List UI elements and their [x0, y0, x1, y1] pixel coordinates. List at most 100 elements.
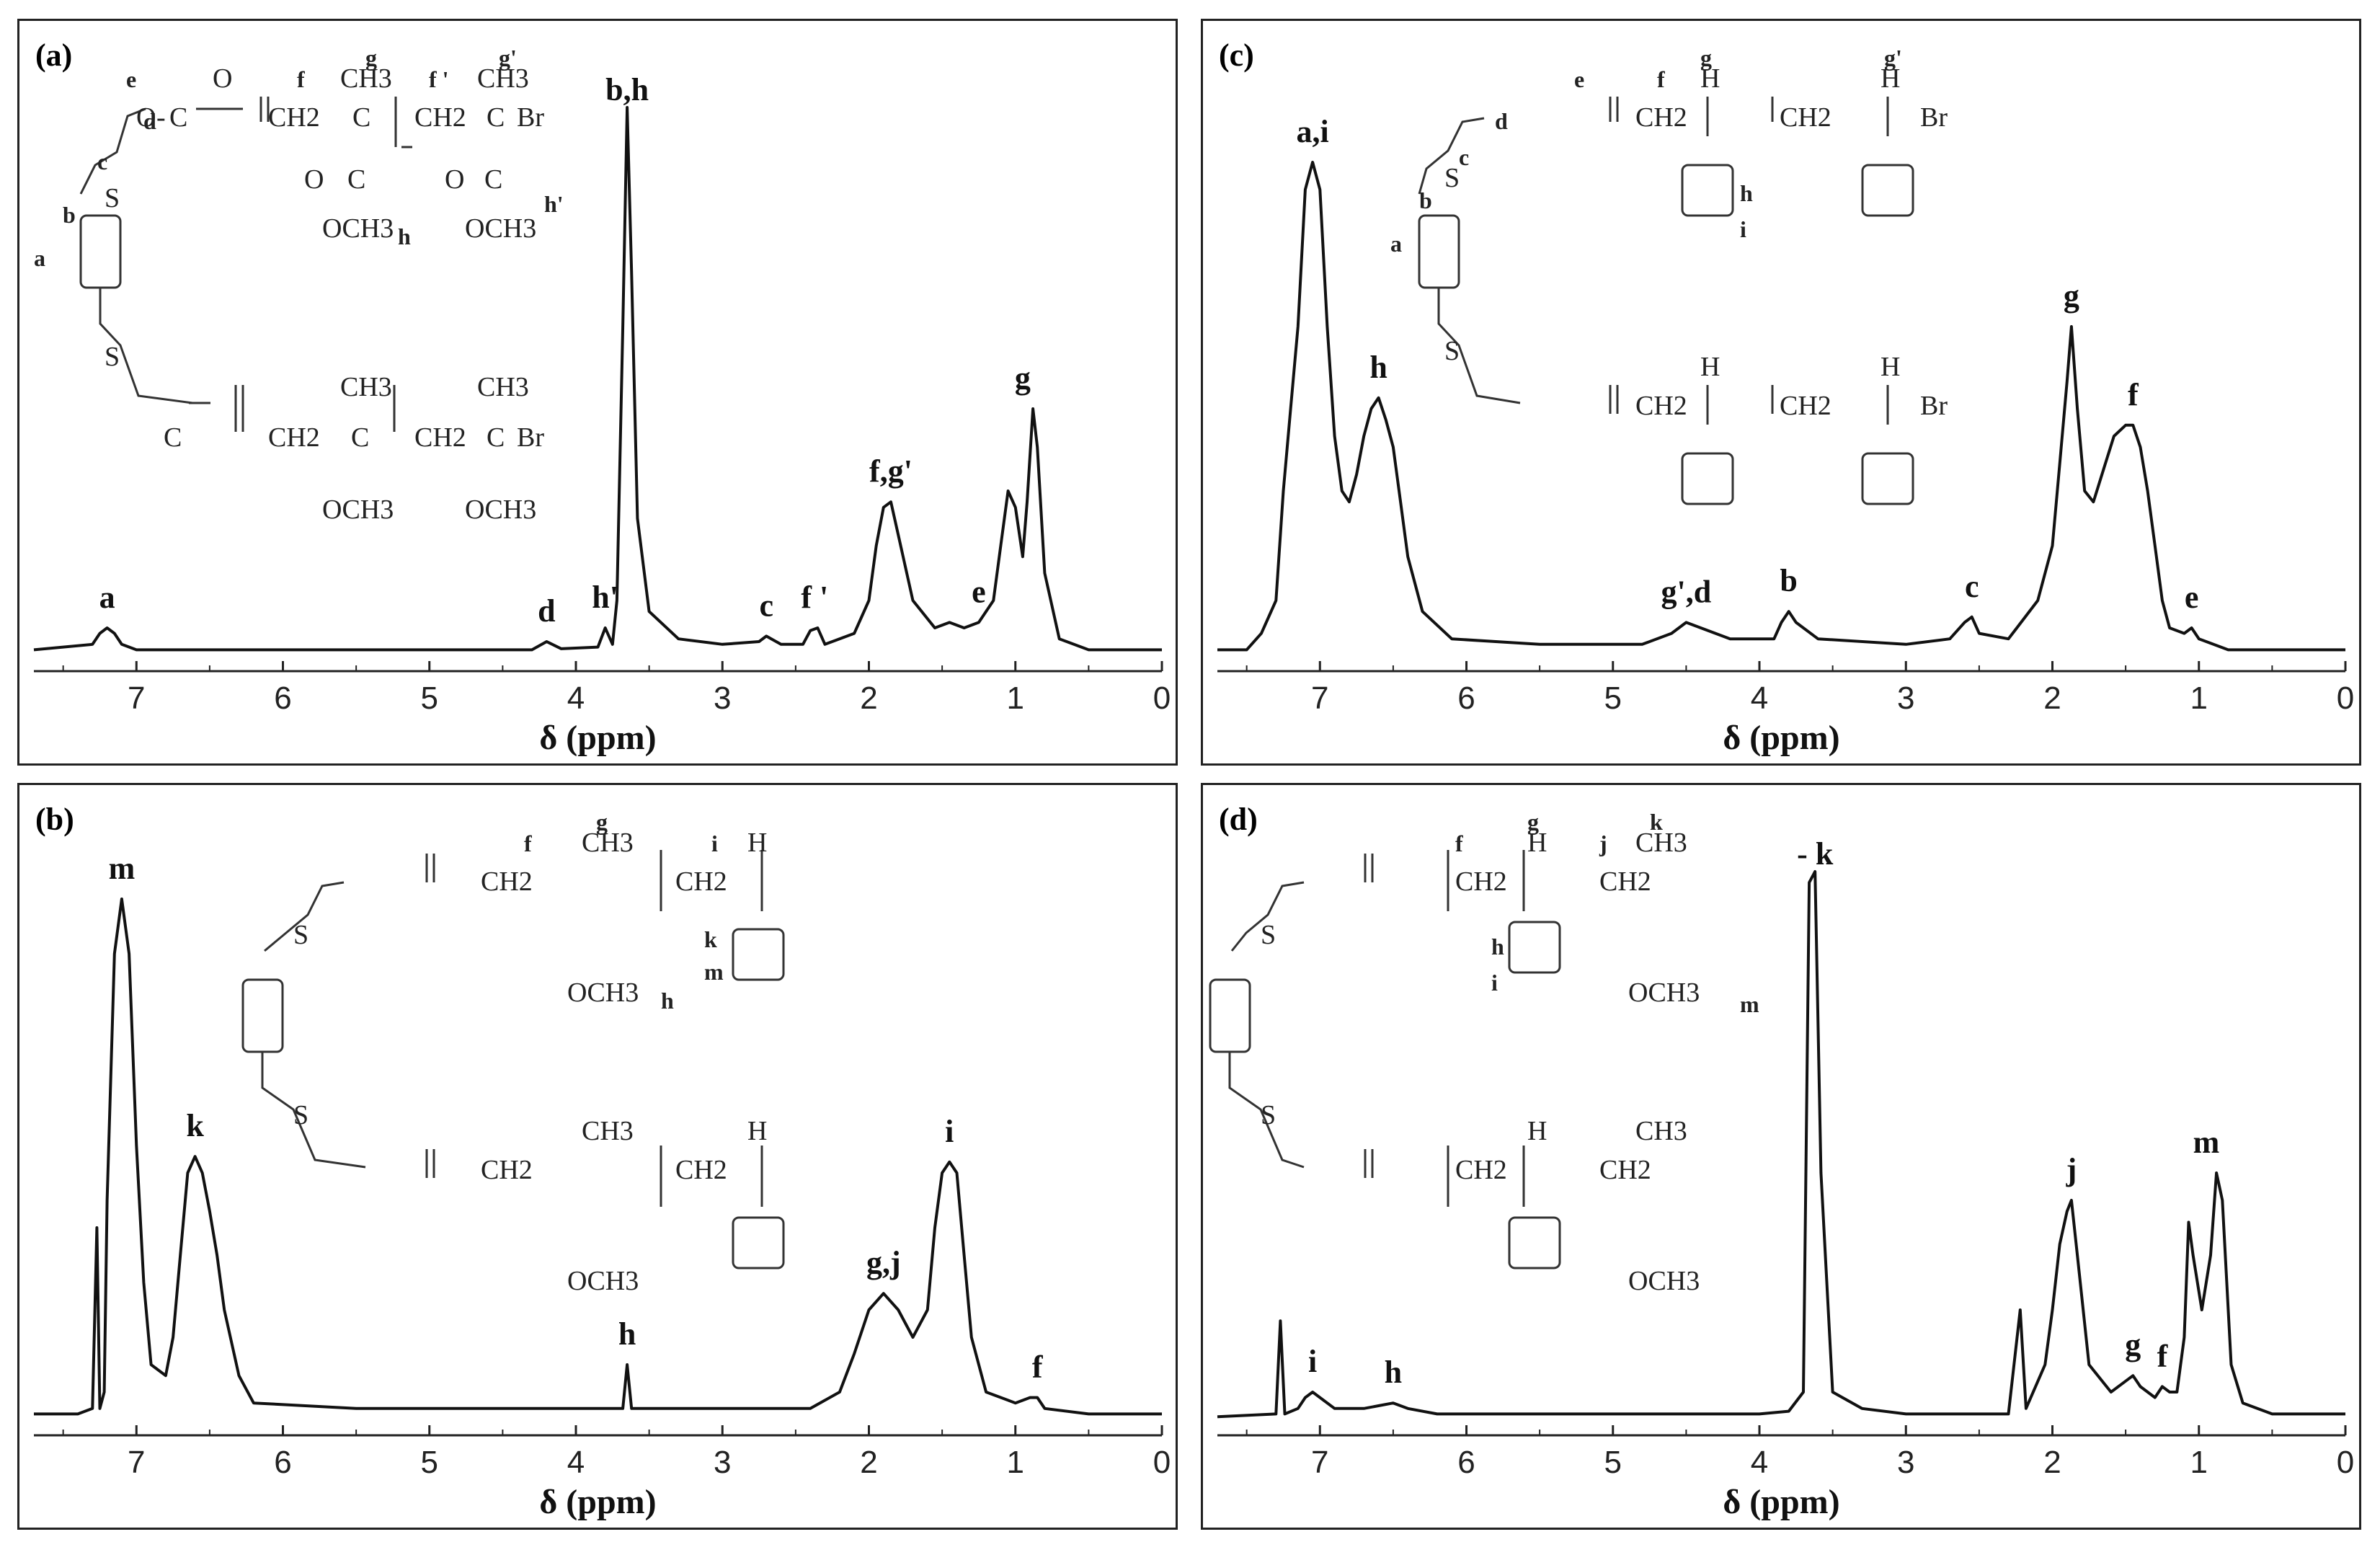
peak-label: c — [759, 588, 773, 623]
svg-text:b: b — [63, 202, 76, 228]
svg-text:OCH3: OCH3 — [322, 213, 394, 244]
svg-text:CH2: CH2 — [1455, 1155, 1507, 1185]
peak-label: i — [1308, 1344, 1317, 1379]
x-tick-label: 3 — [1897, 1445, 1914, 1480]
svg-text:C: C — [347, 164, 365, 195]
svg-text:CH2: CH2 — [481, 867, 533, 897]
x-tick-label: 0 — [2337, 681, 2354, 716]
svg-text:j: j — [1599, 830, 1607, 856]
x-tick-label: 2 — [2043, 1445, 2061, 1480]
x-tick-label: 6 — [1457, 1445, 1475, 1480]
svg-text:d: d — [143, 108, 156, 134]
peak-label: j — [2066, 1152, 2077, 1187]
panel-a-label: (a) — [35, 37, 72, 73]
structure-a-text: O-C O CH2 C CH3 C O OCH3 CH2 C Br CH3 C … — [105, 63, 544, 525]
peak-label: k — [186, 1108, 204, 1143]
peak-label: a — [99, 580, 115, 615]
svg-text:S: S — [1444, 163, 1460, 193]
peak-label: h — [1369, 350, 1387, 385]
svg-text:H: H — [1700, 63, 1720, 94]
peak-label: e — [2185, 580, 2199, 615]
svg-text:CH2: CH2 — [268, 102, 320, 133]
svg-text:i: i — [1491, 970, 1498, 996]
svg-text:S: S — [105, 342, 120, 372]
x-axis-label: δ (ppm) — [1723, 1483, 1839, 1521]
svg-text:C: C — [352, 102, 370, 133]
peak-label: f — [2157, 1338, 2169, 1373]
peak-label: e — [972, 574, 986, 609]
x-tick-label: 0 — [1153, 1445, 1171, 1480]
svg-text:f: f — [1657, 66, 1665, 92]
svg-text:Br: Br — [517, 102, 544, 133]
spectrum-line — [34, 898, 1162, 1416]
x-tick-label: 3 — [714, 1445, 731, 1480]
spectrum-b: (b) S S CH2 CH3 OCH3 CH2 H CH2 CH3 OCH3 … — [34, 802, 1171, 1521]
x-tick-label: 3 — [1897, 681, 1914, 716]
structure-d-letters: f g h i j k m — [1455, 809, 1759, 1017]
svg-text:CH3: CH3 — [477, 372, 529, 402]
x-tick-label: 6 — [274, 1445, 291, 1480]
svg-text:b: b — [1419, 187, 1432, 213]
peak-label: h' — [592, 580, 618, 615]
peak-label: b,h — [605, 72, 649, 107]
peak-label: h — [1385, 1355, 1402, 1390]
svg-text:g': g' — [1884, 45, 1902, 71]
svg-text:a: a — [34, 245, 45, 271]
peak-label: g — [1015, 360, 1031, 396]
svg-text:H: H — [1527, 828, 1547, 858]
structure-c-letters: d c b a e f g g' h i — [1390, 45, 1902, 257]
x-tick-label: 6 — [1457, 681, 1475, 716]
x-tick-label: 5 — [421, 681, 438, 716]
svg-text:OCH3: OCH3 — [465, 213, 536, 244]
svg-text:CH3: CH3 — [477, 63, 529, 94]
svg-text:S: S — [293, 920, 308, 950]
svg-text:f ': f ' — [429, 66, 449, 92]
peak-label: c — [1965, 569, 1979, 604]
peak-label: g,j — [866, 1245, 901, 1280]
x-tick-label: 4 — [1751, 681, 1768, 716]
svg-text:m: m — [1740, 991, 1759, 1017]
spectrum-c: (c) S S CH2 H CH2 H Br CH2 — [1217, 37, 2354, 757]
svg-text:h: h — [1491, 934, 1504, 960]
svg-text:Br: Br — [1920, 391, 1948, 421]
structure-b-letters: f g h i k m — [524, 809, 724, 1014]
svg-text:OCH3: OCH3 — [1628, 1266, 1700, 1296]
peak-label: g — [2064, 278, 2079, 314]
svg-text:CH2: CH2 — [1599, 1155, 1651, 1185]
svg-text:h': h' — [544, 191, 564, 217]
svg-text:Br: Br — [517, 422, 544, 453]
svg-text:O: O — [304, 164, 324, 195]
svg-text:f: f — [1455, 830, 1463, 856]
svg-text:m: m — [704, 959, 724, 985]
svg-text:O: O — [213, 63, 232, 94]
svg-text:H: H — [747, 828, 767, 858]
svg-text:c: c — [97, 149, 107, 174]
peak-label: f — [1032, 1350, 1044, 1385]
svg-text:a: a — [1390, 231, 1402, 257]
svg-text:O: O — [136, 102, 156, 133]
svg-text:C: C — [164, 422, 182, 453]
svg-text:O: O — [445, 164, 464, 195]
x-tick-label: 1 — [1007, 1445, 1024, 1480]
svg-text:CH2: CH2 — [268, 422, 320, 453]
structure-c — [1418, 97, 1914, 505]
svg-text:k: k — [1650, 809, 1663, 835]
x-tick-label: 7 — [128, 681, 145, 716]
svg-text:S: S — [1261, 920, 1276, 950]
spectrum-d: (d) S S CH2 H CH2 CH3 OCH3 CH2 H CH2 CH3 — [1209, 802, 2354, 1521]
svg-text:H: H — [747, 1116, 767, 1146]
panel-c: (c) S S CH2 H CH2 H Br CH2 — [1201, 19, 2361, 766]
svg-text:C: C — [487, 102, 505, 133]
svg-text:f: f — [297, 66, 305, 92]
spectrum-line — [1217, 870, 2345, 1419]
peak-label: f ' — [801, 580, 828, 615]
spectrum-line — [33, 106, 1162, 652]
structure-d — [1209, 850, 1561, 1270]
x-tick-label: 2 — [860, 681, 877, 716]
x-tick-label: 5 — [1604, 1445, 1622, 1480]
svg-text:CH3: CH3 — [582, 1116, 634, 1146]
svg-text:C: C — [351, 422, 369, 453]
svg-text:S: S — [105, 183, 120, 213]
peak-label: h — [618, 1316, 636, 1352]
svg-text:-: - — [156, 102, 166, 133]
